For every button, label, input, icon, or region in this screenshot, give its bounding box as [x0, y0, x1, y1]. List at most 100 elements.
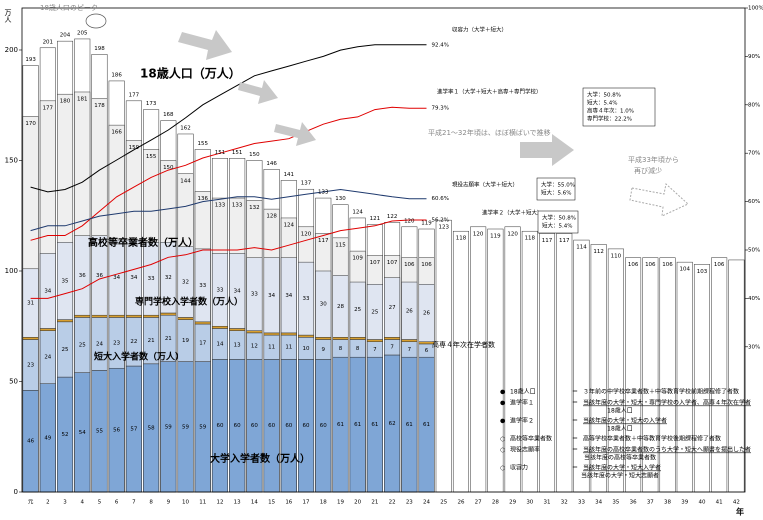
bar-value-label: 120	[473, 231, 484, 237]
bar-value-label: 13	[234, 343, 241, 349]
y2-tick-label: 80%	[748, 102, 760, 108]
definition-term: 進学率１	[510, 399, 534, 407]
definition-denominator: 当該年度の大学・短大志願者	[581, 472, 659, 480]
y2-tick-label: 90%	[748, 54, 760, 60]
bar	[263, 257, 280, 334]
bar-value-label: 52	[62, 432, 69, 438]
x-tick-label: 41	[716, 500, 723, 506]
definition-bullet: ○	[500, 447, 505, 454]
definition-denominator: 18歳人口	[607, 425, 633, 433]
bar-value-label: 60	[234, 423, 241, 429]
bar-value-label: 56	[113, 428, 120, 434]
x-axis-label: 年	[736, 507, 744, 517]
x-tick-label: 36	[630, 500, 637, 506]
arrow	[238, 80, 278, 104]
bar	[452, 230, 469, 493]
bar	[177, 246, 194, 318]
y2-tick-label: 70%	[748, 151, 760, 157]
x-tick-label: 7	[132, 500, 136, 506]
y2-tick-label: 30%	[748, 344, 760, 350]
line	[30, 188, 427, 232]
line-end-label: 92.4%	[432, 42, 449, 48]
y-tick-label: 0	[14, 488, 18, 496]
bar-value-label: 34	[285, 293, 292, 299]
series-label: 高校等卒業者数（万人）	[88, 236, 198, 249]
bar-value-label: 124	[284, 222, 295, 228]
arrow	[274, 122, 316, 146]
bar-value-label: 204	[60, 33, 71, 39]
bar-value-label: 177	[129, 92, 140, 98]
info-box-text: 大学：55.0%	[541, 181, 575, 189]
bar-value-label: 159	[129, 145, 140, 151]
definition-bullet: ●	[500, 418, 505, 425]
bar-value-label: 132	[249, 205, 260, 211]
arrow-dashed	[629, 183, 689, 217]
definition-sign: ＝	[572, 465, 578, 472]
bar	[556, 233, 573, 493]
bar-value-label: 25	[62, 347, 69, 353]
definition-term: 18歳人口	[510, 388, 536, 396]
x-tick-label: 10	[182, 500, 189, 506]
bar-value-label: 60	[268, 423, 275, 429]
x-tick-label: 39	[681, 500, 688, 506]
x-tick-label: 18	[320, 500, 327, 506]
definition-term: 高校等卒業者数	[510, 435, 552, 443]
bar-value-label: 26	[423, 310, 430, 316]
info-box-text: 短大：5.6%	[541, 189, 571, 197]
bar-value-label: 11	[268, 345, 275, 351]
bar	[211, 253, 228, 327]
bar-value-label: 144	[180, 178, 191, 184]
bar-value-label: 112	[593, 249, 604, 255]
definition-text: 当該年度の大学・短大・専門学校の入学者、高専４年次在学者	[583, 399, 751, 407]
x-tick-label: 23	[406, 500, 413, 506]
x-tick-label: 26	[457, 500, 464, 506]
bar-value-label: 10	[303, 346, 310, 352]
definition-term: 進学率２	[510, 417, 534, 425]
x-tick-label: 13	[234, 500, 241, 506]
bar	[470, 226, 487, 493]
bar-value-label: 26	[406, 308, 413, 314]
definition-term: 現役志願率	[510, 446, 540, 454]
bar	[401, 339, 418, 342]
bar-value-label: 120	[301, 231, 312, 237]
bar-value-label: 62	[389, 421, 396, 427]
bar-value-label: 27	[389, 305, 396, 311]
x-tick-label: 29	[509, 500, 516, 506]
series-label: 18歳人口（万人）	[140, 66, 241, 81]
x-tick-label: 25	[440, 500, 447, 506]
bar-value-label: 33	[148, 276, 155, 282]
line	[30, 44, 427, 193]
bar-value-label: 34	[130, 275, 137, 281]
bar	[229, 328, 246, 331]
bar-value-label: 115	[335, 242, 346, 248]
y-axis-label: 万人	[4, 9, 12, 23]
bar-value-label: 33	[216, 287, 223, 293]
y2-tick-label: 60%	[748, 199, 760, 205]
bar-value-label: 28	[337, 304, 344, 310]
bar	[280, 332, 297, 336]
y2-tick-label: 50%	[748, 248, 760, 254]
bar-value-label: 193	[25, 57, 36, 63]
bar-value-label: 141	[284, 172, 295, 178]
definition-denominator: 18歳人口	[607, 407, 633, 415]
boxes-layer: 大学：50.8%短大：5.4%高専４年次：1.0%専門学校：22.2%大学：55…	[536, 87, 656, 234]
x-tick-label: 15	[268, 500, 275, 506]
bar-value-label: 117	[318, 238, 329, 244]
bar-value-label: 151	[215, 150, 226, 156]
bar	[57, 319, 74, 323]
definition-term: 収容力	[510, 464, 528, 472]
x-tick-label: 17	[303, 500, 310, 506]
bar-value-label: 24	[96, 341, 103, 347]
bar-value-label: 60	[285, 423, 292, 429]
bar-value-label: 130	[335, 196, 346, 202]
bar-value-label: 104	[680, 267, 691, 273]
info-box	[582, 87, 656, 127]
bar-value-label: 59	[199, 424, 206, 430]
info-box-text: 高専４年次：1.0%	[587, 107, 634, 115]
bar	[349, 281, 366, 338]
bar-value-label: 61	[406, 422, 413, 428]
bar	[194, 321, 211, 325]
bar-value-label: 150	[249, 152, 260, 158]
line-end-label: 60.6%	[432, 196, 449, 202]
